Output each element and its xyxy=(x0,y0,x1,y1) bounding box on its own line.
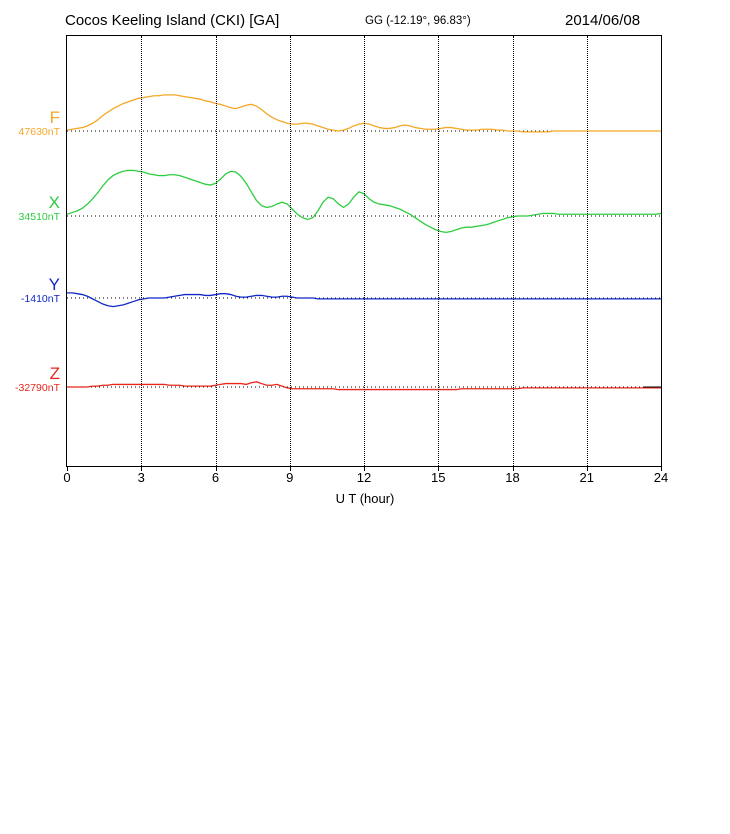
x-tick xyxy=(661,466,662,471)
component-letter-x: X xyxy=(48,193,60,212)
page-title: Cocos Keeling Island (CKI) [GA] xyxy=(65,12,280,29)
x-tick xyxy=(586,466,588,471)
x-tick xyxy=(215,466,217,471)
x-tick-label: 3 xyxy=(137,470,145,485)
observation-date: 2014/06/08 xyxy=(565,12,641,29)
x-tick xyxy=(141,466,143,471)
x-tick-label: 21 xyxy=(579,470,594,485)
x-tick-label: 6 xyxy=(211,470,220,485)
gridline-vertical xyxy=(289,36,291,466)
gridline-vertical xyxy=(438,36,440,466)
gridline-vertical xyxy=(364,36,365,466)
x-tick xyxy=(67,466,68,471)
chart-page: Cocos Keeling Island (CKI) [GA] GG (-12.… xyxy=(2,12,724,506)
x-tick-label: 24 xyxy=(653,470,669,485)
x-tick-label: 0 xyxy=(63,470,71,485)
component-baseline-f: 47630nT xyxy=(18,126,60,138)
component-letter-y: Y xyxy=(48,275,60,294)
x-tick-label: 15 xyxy=(431,470,446,485)
x-tick xyxy=(438,466,440,471)
scale-sidebar: 100 nT Plotted at 2014/07/09 01:31 UT xyxy=(668,370,724,480)
x-tick xyxy=(364,466,365,471)
x-tick xyxy=(512,466,514,471)
gridline-vertical xyxy=(141,36,143,466)
geographic-coordinates: GG (-12.19°, 96.83°) xyxy=(365,15,471,27)
component-label-z: Z -32790nT xyxy=(2,365,60,394)
component-letter-f: F xyxy=(49,108,60,127)
x-tick-label: 12 xyxy=(356,470,372,485)
x-tick-label: 9 xyxy=(286,470,294,485)
component-baseline-x: 34510nT xyxy=(18,211,60,223)
gridline-vertical xyxy=(586,36,588,466)
gridline-vertical xyxy=(215,36,217,466)
x-tick xyxy=(289,466,291,471)
component-baseline-y: -1410nT xyxy=(20,293,60,305)
component-letter-z: Z xyxy=(49,364,60,383)
gridline-vertical xyxy=(512,36,514,466)
component-label-f: F 47630nT xyxy=(2,109,60,138)
component-label-x: X 34510nT xyxy=(2,194,60,223)
component-baseline-z: -32790nT xyxy=(15,382,60,394)
x-tick-label: 18 xyxy=(505,470,520,485)
x-axis-title: U T (hour) xyxy=(335,491,395,506)
component-label-y: Y -1410nT xyxy=(2,276,60,305)
